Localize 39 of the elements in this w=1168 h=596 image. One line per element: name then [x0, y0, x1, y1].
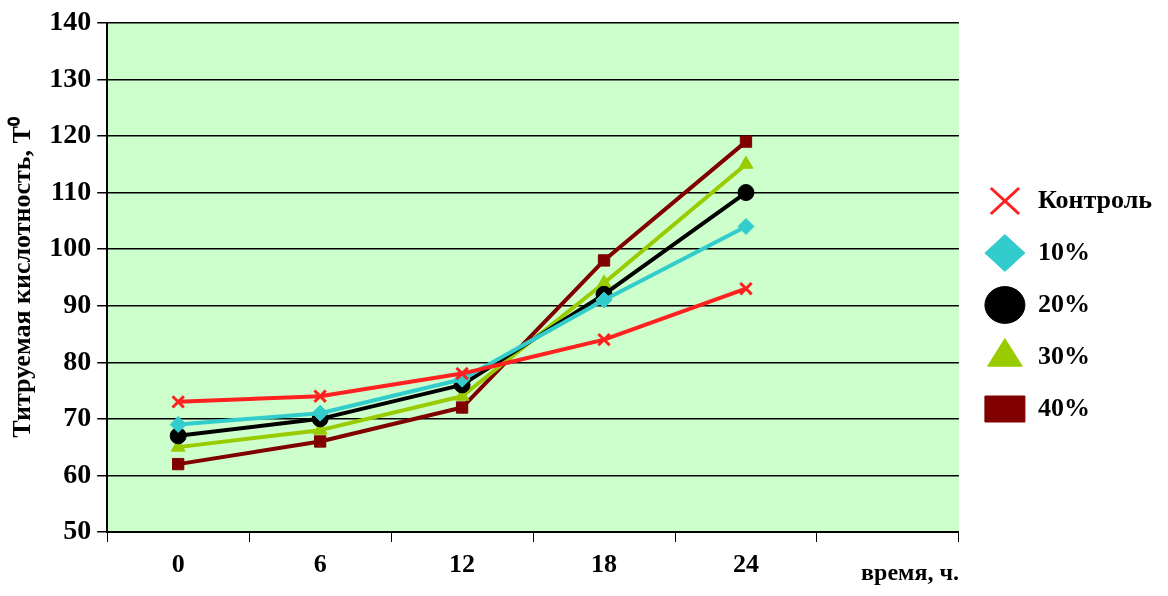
point — [737, 217, 755, 235]
point — [596, 332, 612, 347]
point — [169, 416, 187, 433]
point — [455, 401, 469, 414]
point — [737, 184, 755, 202]
y-axis-title: Титруемая кислотность, Т⁰ — [7, 116, 37, 438]
y-tick-label: 140 — [49, 5, 92, 37]
x-tick-label: 12 — [449, 549, 476, 579]
point — [311, 404, 329, 422]
legend-label: 10% — [1037, 236, 1090, 266]
y-tick-label: 50 — [63, 514, 92, 546]
point — [595, 291, 613, 309]
point — [454, 366, 470, 381]
y-tick-label: 90 — [63, 287, 92, 319]
y-tick-label: 110 — [50, 174, 92, 206]
legend-label: 30% — [1037, 340, 1090, 370]
x-tick-label: 0 — [171, 549, 185, 579]
x-tick-label: 18 — [591, 549, 618, 579]
x-axis-title: время, ч. — [861, 558, 959, 585]
point — [171, 394, 186, 410]
y-tick-label: 130 — [49, 61, 92, 93]
legend-label: 20% — [1037, 288, 1090, 318]
y-tick-label: 70 — [63, 401, 92, 433]
point — [172, 457, 185, 471]
legend-label: 40% — [1037, 392, 1090, 422]
point — [596, 274, 612, 288]
y-tick-label: 60 — [63, 457, 92, 489]
x-tick-label: 24 — [732, 549, 759, 579]
y-tick-label: 80 — [63, 344, 92, 376]
x-tick-label: 6 — [313, 549, 327, 579]
legend-label: Контроль — [1037, 184, 1153, 214]
point — [597, 254, 611, 267]
point — [738, 155, 754, 169]
point — [738, 281, 754, 296]
y-tick-label: 100 — [49, 231, 92, 263]
point — [313, 435, 327, 448]
y-tick-label: 120 — [49, 118, 92, 150]
point — [739, 135, 753, 148]
point — [312, 389, 328, 404]
